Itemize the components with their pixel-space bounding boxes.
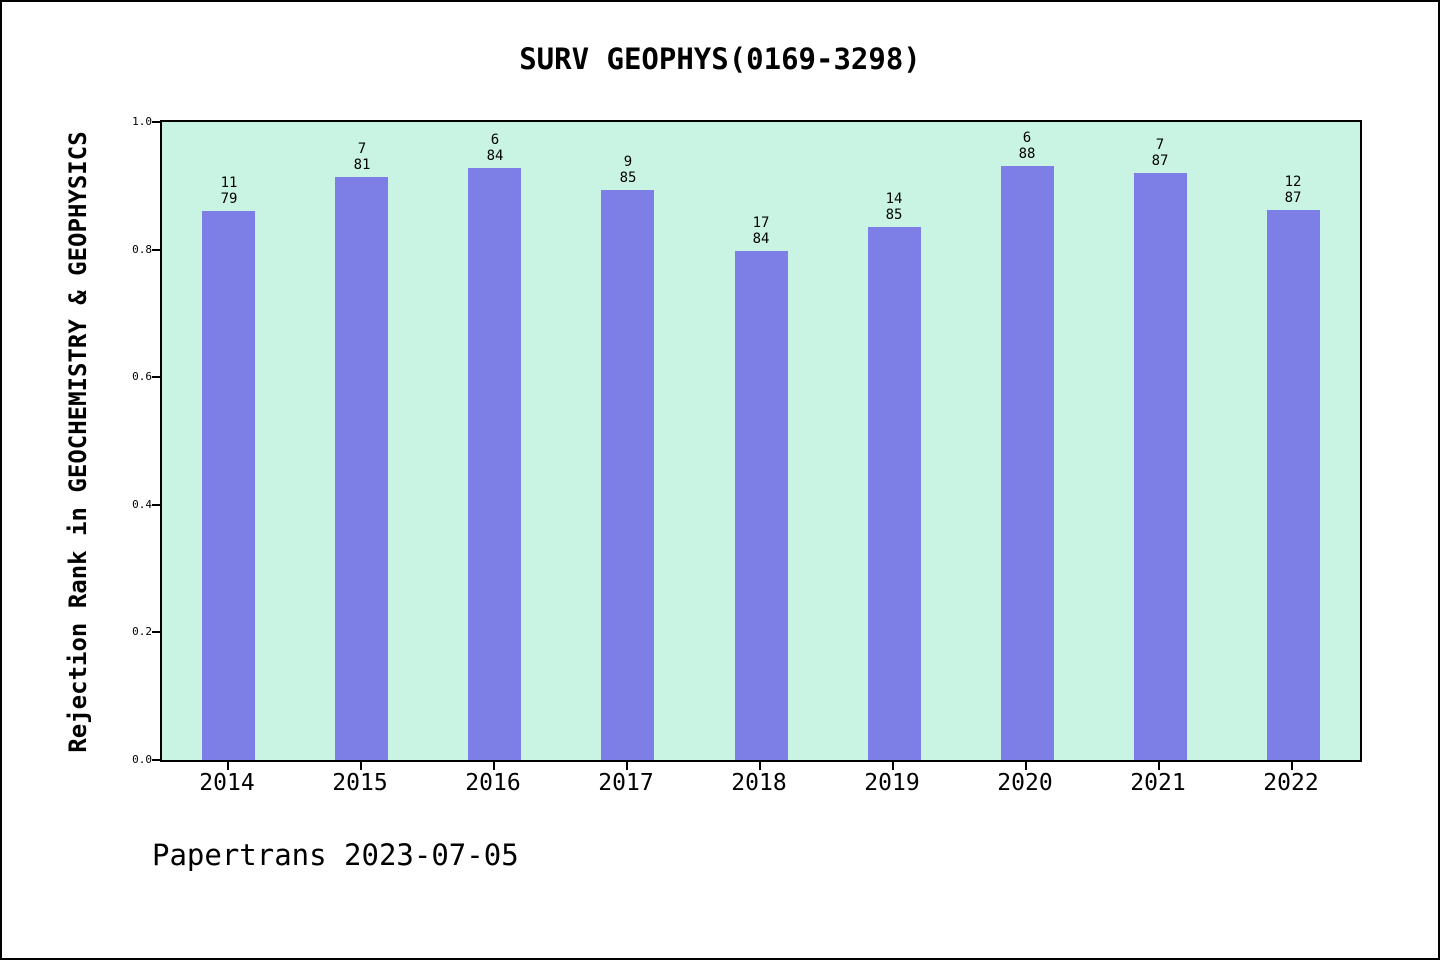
bar-total-value: 81	[353, 157, 371, 173]
bar-value-label-2014: 11 79	[189, 175, 269, 207]
bar-rank-value: 17	[752, 215, 770, 231]
x-tick-mark-2018	[759, 762, 761, 770]
y-tick-mark-0.6	[152, 376, 160, 378]
y-tick-label-0.6: 0.6	[132, 370, 152, 383]
x-tick-label-2022: 2022	[1263, 770, 1319, 796]
y-tick-mark-0.0	[152, 759, 160, 761]
y-tick-mark-0.8	[152, 249, 160, 251]
bar-2016	[468, 168, 521, 760]
plot-area: 11 79 7 81 6 84 9 85 17 84 14 85 6 88 7 87 12 87	[160, 120, 1362, 762]
y-tick-label-0.8: 0.8	[132, 243, 152, 256]
footer-watermark: Papertrans 2023-07-05	[152, 838, 519, 872]
x-tick-mark-2015	[360, 762, 362, 770]
bar-value-label-2018: 17 84	[721, 215, 801, 247]
bar-value-label-2015: 7 81	[322, 141, 402, 173]
x-tick-label-2016: 2016	[465, 770, 521, 796]
bar-rank-value: 11	[220, 175, 238, 191]
bar-2020	[1001, 166, 1054, 760]
x-tick-label-2015: 2015	[332, 770, 388, 796]
bar-value-label-2022: 12 87	[1253, 174, 1333, 206]
x-tick-mark-2022	[1291, 762, 1293, 770]
bar-total-value: 85	[885, 207, 903, 223]
bar-2014	[202, 211, 255, 760]
y-tick-label-0.0: 0.0	[132, 753, 152, 766]
bar-rank-value: 6	[1022, 130, 1032, 146]
bar-total-value: 87	[1151, 153, 1169, 169]
bar-rank-value: 14	[885, 191, 903, 207]
y-tick-mark-0.4	[152, 504, 160, 506]
bar-total-value: 88	[1018, 146, 1036, 162]
bar-rank-value: 6	[490, 132, 500, 148]
bar-total-value: 85	[619, 170, 637, 186]
x-tick-label-2014: 2014	[199, 770, 255, 796]
x-tick-mark-2016	[493, 762, 495, 770]
bar-value-label-2019: 14 85	[854, 191, 934, 223]
y-tick-label-0.4: 0.4	[132, 498, 152, 511]
chart-title: SURV GEOPHYS(0169-3298)	[519, 42, 921, 76]
y-axis-label: Rejection Rank in GEOCHEMISTRY & GEOPHYS…	[64, 131, 92, 753]
bar-rank-value: 12	[1284, 174, 1302, 190]
bar-2015	[335, 177, 388, 760]
bar-2017	[601, 190, 654, 760]
bar-total-value: 87	[1284, 190, 1302, 206]
bar-total-value: 79	[220, 191, 238, 207]
x-tick-mark-2014	[227, 762, 229, 770]
y-tick-label-1.0: 1.0	[132, 115, 152, 128]
x-tick-mark-2017	[626, 762, 628, 770]
bar-value-label-2020: 6 88	[987, 130, 1067, 162]
bar-total-value: 84	[752, 231, 770, 247]
bar-value-label-2021: 7 87	[1120, 137, 1200, 169]
bar-value-label-2017: 9 85	[588, 154, 668, 186]
y-tick-mark-1.0	[152, 121, 160, 123]
x-tick-label-2018: 2018	[731, 770, 787, 796]
bar-rank-value: 7	[1155, 137, 1165, 153]
bar-rank-value: 7	[357, 141, 367, 157]
x-tick-mark-2021	[1158, 762, 1160, 770]
y-tick-label-0.2: 0.2	[132, 625, 152, 638]
bar-value-label-2016: 6 84	[455, 132, 535, 164]
bar-2018	[735, 251, 788, 760]
y-tick-mark-0.2	[152, 631, 160, 633]
x-tick-mark-2020	[1025, 762, 1027, 770]
x-tick-label-2019: 2019	[864, 770, 920, 796]
bar-2019	[868, 227, 921, 760]
x-tick-mark-2019	[892, 762, 894, 770]
x-tick-label-2020: 2020	[997, 770, 1053, 796]
bar-total-value: 84	[486, 148, 504, 164]
bar-2022	[1267, 210, 1320, 760]
bar-rank-value: 9	[623, 154, 633, 170]
x-tick-label-2021: 2021	[1130, 770, 1186, 796]
bar-2021	[1134, 173, 1187, 760]
x-tick-label-2017: 2017	[598, 770, 654, 796]
